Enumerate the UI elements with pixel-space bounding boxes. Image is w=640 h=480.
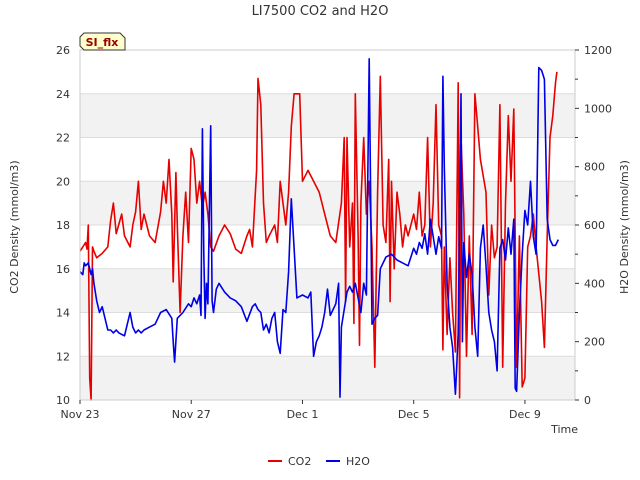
y-left-tick-16: 16 [56, 263, 70, 276]
x-tick-16: Dec 9 [509, 408, 541, 421]
band-22 [80, 93, 575, 138]
x-tick-4: Nov 27 [172, 408, 211, 421]
y-right-tick-400: 400 [584, 277, 605, 290]
y-left-tick-14: 14 [56, 307, 70, 320]
y-left-tick-10: 10 [56, 394, 70, 407]
series-line-h2o [79, 57, 560, 398]
legend: CO2 H2O [268, 455, 370, 468]
y-left-tick-24: 24 [56, 88, 70, 101]
y-right-tick-1200: 1200 [584, 44, 612, 57]
y-right-tick-200: 200 [584, 336, 605, 349]
y-axis-left-label: CO2 Density (mmol/m3) [8, 160, 21, 293]
right-axis-ticks: 0 200 400 600 800 1000 1200 [575, 44, 612, 407]
y-left-tick-26: 26 [56, 44, 70, 57]
x-tick-0: Nov 23 [61, 408, 100, 421]
y-right-tick-1000: 1000 [584, 102, 612, 115]
y-axis-right-label: H2O Density (mmol/m3) [618, 160, 631, 294]
x-tick-12: Dec 5 [398, 408, 430, 421]
left-axis-ticks: 10 12 14 16 18 20 22 24 26 [56, 44, 70, 407]
chart-title: LI7500 CO2 and H2O [252, 4, 389, 19]
legend-co2-label: CO2 [288, 455, 311, 468]
y-left-tick-20: 20 [56, 175, 70, 188]
y-left-tick-18: 18 [56, 219, 70, 232]
band-10 [80, 356, 575, 400]
y-right-tick-800: 800 [584, 161, 605, 174]
badge-label: SI_flx [86, 36, 119, 49]
series-layer [79, 57, 560, 401]
x-axis-label: Time [550, 423, 578, 436]
x-tick-8: Dec 1 [287, 408, 319, 421]
site-badge: SI_flx [79, 32, 126, 51]
y-left-tick-12: 12 [56, 350, 70, 363]
y-right-tick-600: 600 [584, 219, 605, 232]
y-left-tick-22: 22 [56, 132, 70, 145]
series-line-co2 [79, 71, 558, 401]
badge-box [79, 32, 126, 51]
legend-h2o-label: H2O [346, 455, 370, 468]
x-axis-ticks: Nov 23 Nov 27 Dec 1 Dec 5 Dec 9 [61, 400, 541, 421]
y-right-tick-0: 0 [584, 394, 591, 407]
